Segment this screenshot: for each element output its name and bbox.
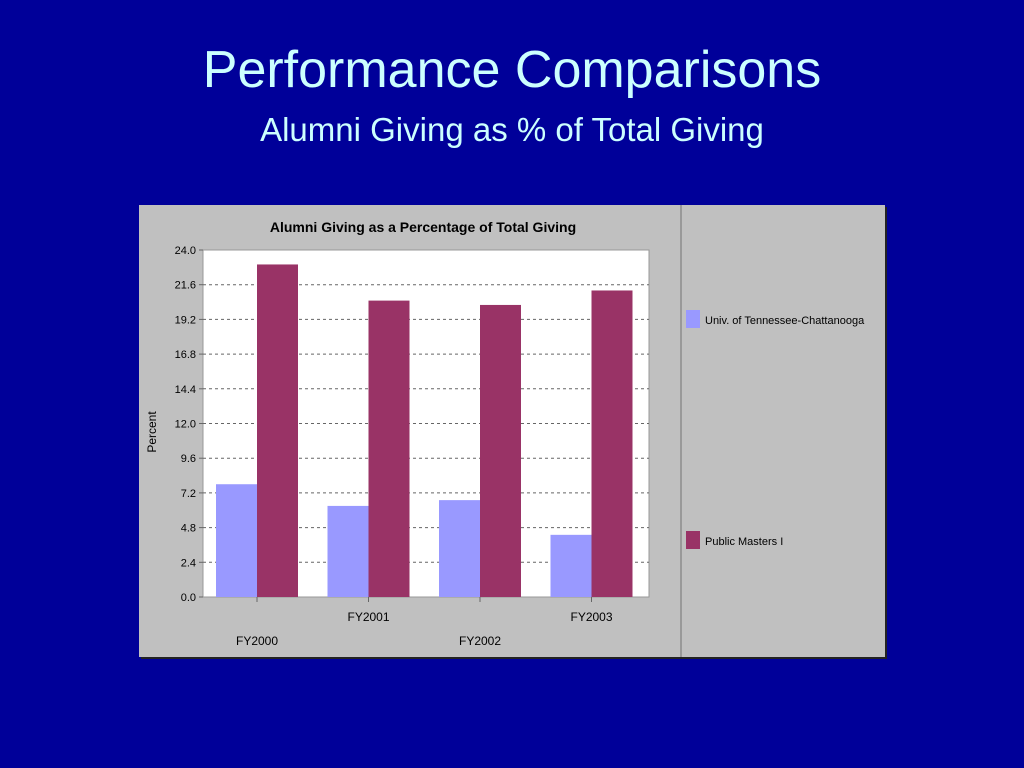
- bar: [216, 484, 257, 597]
- chart-title: Alumni Giving as a Percentage of Total G…: [270, 219, 576, 235]
- y-axis-label: Percent: [145, 411, 159, 453]
- x-tick-label: FY2000: [236, 634, 278, 648]
- chart-panel: Alumni Giving as a Percentage of Total G…: [139, 205, 885, 657]
- y-tick-label: 9.6: [181, 453, 196, 465]
- bar-chart: Alumni Giving as a Percentage of Total G…: [139, 205, 885, 657]
- slide-subtitle: Alumni Giving as % of Total Giving: [260, 111, 764, 148]
- legend-swatch: [686, 310, 700, 328]
- y-tick-label: 0.0: [181, 592, 196, 604]
- legend-label: Public Masters I: [705, 536, 783, 548]
- y-tick-label: 12.0: [175, 419, 196, 431]
- bar: [439, 500, 480, 597]
- y-tick-label: 24.0: [175, 245, 196, 257]
- x-tick-label: FY2002: [459, 634, 501, 648]
- y-tick-label: 14.4: [175, 384, 196, 396]
- x-axis-ticks: FY2000 FY2001 FY2002 FY2003: [236, 597, 613, 648]
- y-tick-label: 4.8: [181, 523, 196, 535]
- y-axis-ticks: 0.0 2.4 4.8 7.2 9.6 12.0 14.4 16.8 19.2 21.6 24.0: [175, 245, 203, 604]
- bar: [480, 304, 521, 597]
- y-tick-label: 7.2: [181, 488, 196, 500]
- bar: [591, 290, 633, 597]
- bar: [550, 534, 592, 597]
- y-tick-label: 2.4: [181, 557, 196, 569]
- legend-swatch: [686, 531, 700, 549]
- y-tick-label: 19.2: [175, 314, 196, 326]
- x-tick-label: FY2003: [570, 610, 612, 624]
- bar: [327, 505, 369, 597]
- y-tick-label: 21.6: [175, 280, 196, 292]
- bar: [368, 300, 410, 597]
- legend-panel: [681, 205, 885, 657]
- slide-title: Performance Comparisons: [202, 41, 822, 99]
- legend-label: Univ. of Tennessee-Chattanooga: [705, 315, 865, 327]
- bars: [216, 264, 633, 597]
- x-tick-label: FY2001: [347, 610, 389, 624]
- legend: Univ. of Tennessee-Chattanooga Public Mas…: [686, 310, 865, 549]
- y-tick-label: 16.8: [175, 349, 196, 361]
- bar: [257, 264, 298, 597]
